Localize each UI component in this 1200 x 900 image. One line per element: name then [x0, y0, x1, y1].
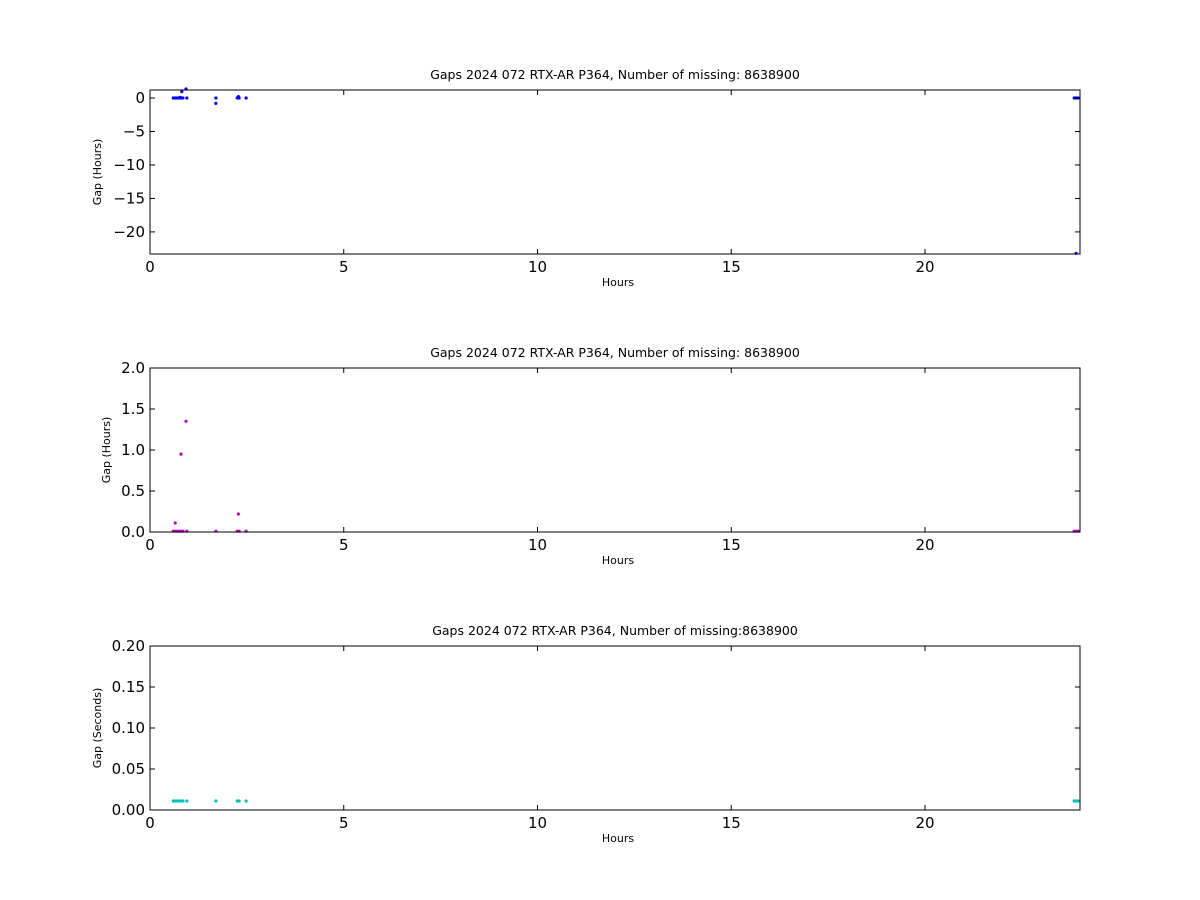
y-tick-label: 0.05 — [112, 760, 145, 778]
x-tick-label: 0 — [145, 814, 155, 832]
chart-panel-1: Gaps 2024 072 RTX-AR P364, Number of mis… — [91, 67, 1081, 289]
x-tick-label: 10 — [528, 814, 547, 832]
y-tick-label: 0.00 — [112, 801, 145, 819]
chart-title: Gaps 2024 072 RTX-AR P364, Number of mis… — [430, 67, 800, 82]
chart-panel-3: Gaps 2024 072 RTX-AR P364, Number of mis… — [91, 623, 1081, 845]
x-tick-label: 15 — [722, 258, 741, 276]
data-point — [180, 90, 184, 94]
y-tick-label: 0.0 — [121, 523, 145, 541]
y-tick-label: −15 — [113, 189, 145, 207]
y-tick-label: −5 — [123, 123, 145, 141]
data-point — [244, 799, 248, 803]
y-tick-label: 2.0 — [121, 359, 145, 377]
y-tick-label: 0.15 — [112, 678, 145, 696]
x-tick-label: 5 — [339, 536, 349, 554]
series-points — [171, 419, 1080, 533]
x-axis-label: Hours — [602, 832, 634, 845]
data-point — [237, 799, 241, 803]
data-point — [237, 96, 241, 100]
data-point — [179, 452, 183, 456]
x-tick-label: 0 — [145, 258, 155, 276]
data-point — [173, 521, 177, 525]
y-tick-label: 0.5 — [121, 482, 145, 500]
x-axis-label: Hours — [602, 554, 634, 567]
x-tick-label: 20 — [915, 258, 934, 276]
chart-panel-2: Gaps 2024 072 RTX-AR P364, Number of mis… — [100, 345, 1081, 567]
data-point — [181, 799, 185, 803]
data-point — [185, 96, 189, 100]
x-tick-label: 0 — [145, 536, 155, 554]
data-point — [236, 512, 240, 516]
y-axis-label: Gap (Hours) — [100, 417, 113, 484]
y-tick-label: 1.5 — [121, 400, 145, 418]
y-axis-label: Gap (Seconds) — [91, 688, 104, 769]
y-tick-label: −10 — [113, 156, 145, 174]
data-point — [185, 799, 189, 803]
plot-frame — [149, 89, 1081, 255]
y-tick-label: 0.10 — [112, 719, 145, 737]
y-tick-label: −20 — [113, 223, 145, 241]
x-tick-label: 10 — [528, 536, 547, 554]
x-tick-label: 15 — [722, 536, 741, 554]
y-tick-label: 1.0 — [121, 441, 145, 459]
y-tick-label: 0 — [135, 89, 145, 107]
x-tick-label: 20 — [915, 536, 934, 554]
x-tick-label: 20 — [915, 814, 934, 832]
data-point — [181, 96, 185, 100]
data-point — [244, 96, 248, 100]
series-points — [171, 799, 1080, 803]
x-tick-label: 5 — [339, 258, 349, 276]
data-point — [214, 101, 218, 105]
plot-frame — [149, 645, 1081, 811]
data-point — [214, 96, 218, 100]
x-tick-label: 15 — [722, 814, 741, 832]
chart-title: Gaps 2024 072 RTX-AR P364, Number of mis… — [432, 623, 798, 638]
x-tick-label: 10 — [528, 258, 547, 276]
plot-frame — [149, 367, 1081, 533]
x-axis-label: Hours — [602, 276, 634, 289]
chart-title: Gaps 2024 072 RTX-AR P364, Number of mis… — [430, 345, 800, 360]
series-points — [171, 87, 1080, 255]
data-point — [214, 799, 218, 803]
x-tick-label: 5 — [339, 814, 349, 832]
y-axis-label: Gap (Hours) — [91, 139, 104, 206]
data-point — [184, 419, 188, 423]
data-point — [1076, 799, 1080, 803]
y-tick-label: 0.20 — [112, 637, 145, 655]
